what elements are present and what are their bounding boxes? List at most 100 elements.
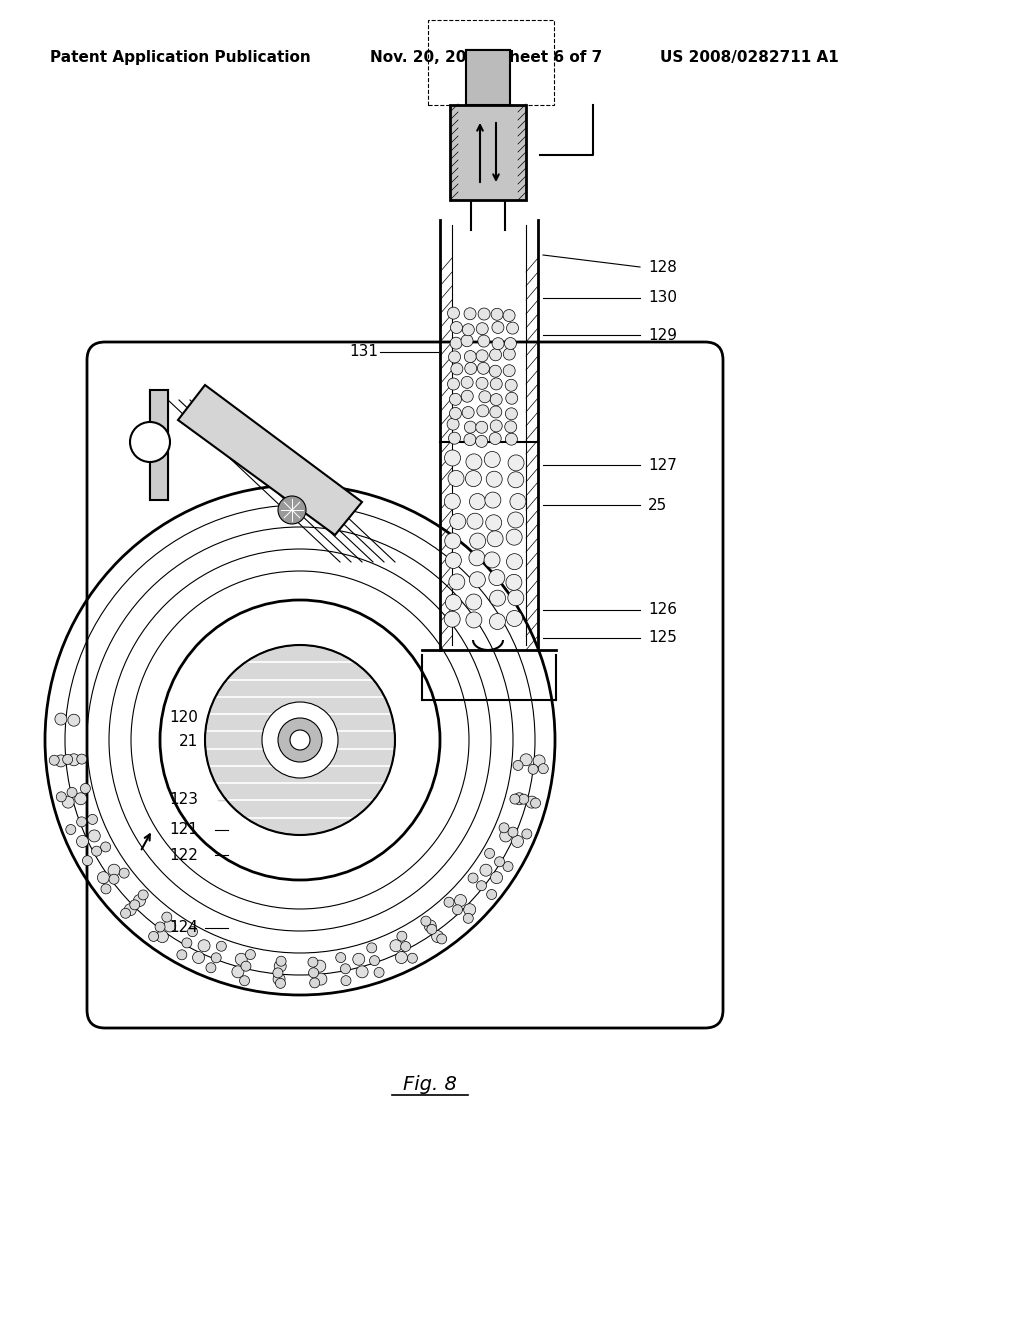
Circle shape <box>464 351 476 363</box>
Circle shape <box>447 378 460 389</box>
Circle shape <box>464 421 476 433</box>
Circle shape <box>525 796 538 808</box>
Circle shape <box>469 550 485 566</box>
Circle shape <box>77 817 87 826</box>
Circle shape <box>507 553 522 570</box>
Bar <box>466 50 510 106</box>
Circle shape <box>449 574 465 590</box>
Circle shape <box>88 830 100 842</box>
Circle shape <box>177 950 186 960</box>
Circle shape <box>216 941 226 952</box>
Circle shape <box>124 904 136 916</box>
Circle shape <box>512 836 523 847</box>
Circle shape <box>489 366 502 378</box>
Circle shape <box>262 702 338 777</box>
Circle shape <box>198 940 210 952</box>
Circle shape <box>530 799 541 808</box>
Circle shape <box>476 880 486 891</box>
Circle shape <box>467 513 483 529</box>
FancyBboxPatch shape <box>87 342 723 1028</box>
Circle shape <box>539 764 548 774</box>
Circle shape <box>510 494 526 510</box>
Circle shape <box>490 871 503 883</box>
Circle shape <box>480 865 492 876</box>
Circle shape <box>490 393 502 405</box>
Circle shape <box>236 953 247 965</box>
Circle shape <box>67 788 77 797</box>
Circle shape <box>157 931 168 942</box>
Circle shape <box>408 953 418 964</box>
Circle shape <box>109 865 120 876</box>
Circle shape <box>374 968 384 977</box>
Circle shape <box>507 610 522 627</box>
Circle shape <box>455 895 467 907</box>
Circle shape <box>62 796 74 808</box>
Circle shape <box>68 754 80 766</box>
Circle shape <box>490 378 502 389</box>
Circle shape <box>508 590 524 606</box>
Circle shape <box>513 760 523 771</box>
Circle shape <box>461 376 473 388</box>
Circle shape <box>148 932 159 941</box>
Circle shape <box>466 471 481 487</box>
Circle shape <box>447 308 460 319</box>
Circle shape <box>80 784 90 793</box>
Circle shape <box>508 828 518 837</box>
Circle shape <box>121 908 131 919</box>
Circle shape <box>246 949 255 960</box>
Circle shape <box>503 310 515 322</box>
Circle shape <box>241 961 251 972</box>
Circle shape <box>500 830 512 842</box>
Circle shape <box>489 590 506 606</box>
Circle shape <box>489 614 506 630</box>
Circle shape <box>476 350 488 362</box>
Text: 130: 130 <box>648 290 677 305</box>
Circle shape <box>478 308 490 319</box>
Circle shape <box>449 351 461 363</box>
Circle shape <box>308 968 318 978</box>
Circle shape <box>505 338 516 350</box>
Circle shape <box>507 322 518 334</box>
Circle shape <box>130 422 170 462</box>
Circle shape <box>309 978 319 987</box>
Circle shape <box>508 471 524 488</box>
Circle shape <box>444 494 461 510</box>
Circle shape <box>444 450 461 466</box>
Text: 127: 127 <box>648 458 677 473</box>
Circle shape <box>100 842 111 851</box>
Circle shape <box>451 337 462 350</box>
Circle shape <box>130 900 139 909</box>
Circle shape <box>133 895 145 907</box>
Circle shape <box>461 335 473 347</box>
Text: 25: 25 <box>648 498 668 512</box>
Text: 123: 123 <box>169 792 198 808</box>
Circle shape <box>211 953 221 962</box>
Circle shape <box>505 379 517 391</box>
Circle shape <box>421 916 431 927</box>
Circle shape <box>508 512 523 528</box>
Circle shape <box>450 393 462 405</box>
Circle shape <box>205 645 395 836</box>
Circle shape <box>313 960 326 972</box>
Circle shape <box>449 470 464 487</box>
Polygon shape <box>178 385 362 535</box>
Circle shape <box>164 920 176 932</box>
Circle shape <box>484 552 500 568</box>
Circle shape <box>506 392 518 404</box>
Circle shape <box>83 855 92 866</box>
Circle shape <box>470 533 485 549</box>
Circle shape <box>162 912 172 923</box>
Circle shape <box>464 308 476 319</box>
Circle shape <box>522 829 531 840</box>
Circle shape <box>275 978 286 989</box>
Circle shape <box>486 471 502 487</box>
Circle shape <box>182 939 191 948</box>
Circle shape <box>444 898 454 907</box>
Circle shape <box>397 931 407 941</box>
Circle shape <box>97 871 110 883</box>
Text: US 2008/0282711 A1: US 2008/0282711 A1 <box>660 50 839 65</box>
Circle shape <box>49 755 59 766</box>
Circle shape <box>308 957 317 968</box>
Circle shape <box>444 611 460 627</box>
Circle shape <box>490 420 502 432</box>
